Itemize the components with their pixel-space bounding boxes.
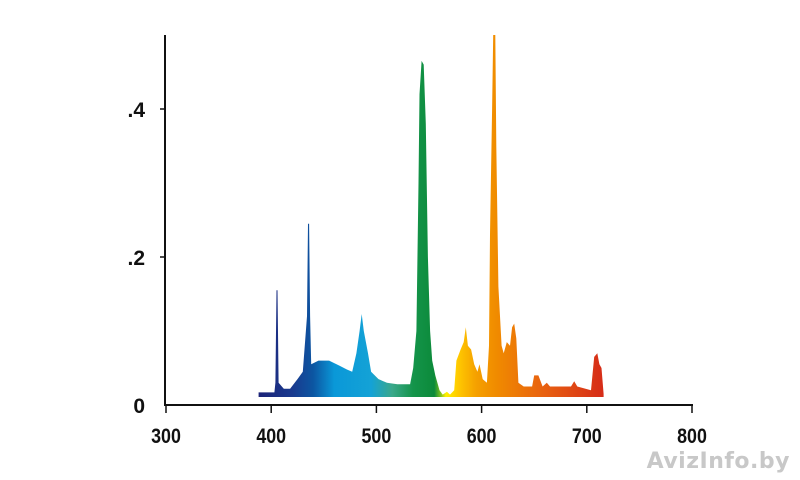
x-tick-label: 800 bbox=[677, 425, 707, 449]
x-tick-label: 400 bbox=[256, 425, 286, 449]
spectrum-area bbox=[258, 35, 604, 397]
x-tick-label: 500 bbox=[362, 425, 392, 449]
axes: 300 400 500 600 700 800 0 .2 .4 bbox=[127, 35, 707, 448]
plot-area bbox=[258, 35, 604, 397]
y-tick-label: .4 bbox=[127, 99, 145, 122]
y-tick-label: 0 bbox=[133, 395, 145, 418]
x-tick-label: 300 bbox=[151, 425, 181, 449]
x-tick-label: 700 bbox=[572, 425, 602, 449]
x-tick-label: 600 bbox=[467, 425, 497, 449]
watermark: AvizInfo.by bbox=[646, 449, 790, 474]
y-tick-label: .2 bbox=[127, 247, 145, 270]
